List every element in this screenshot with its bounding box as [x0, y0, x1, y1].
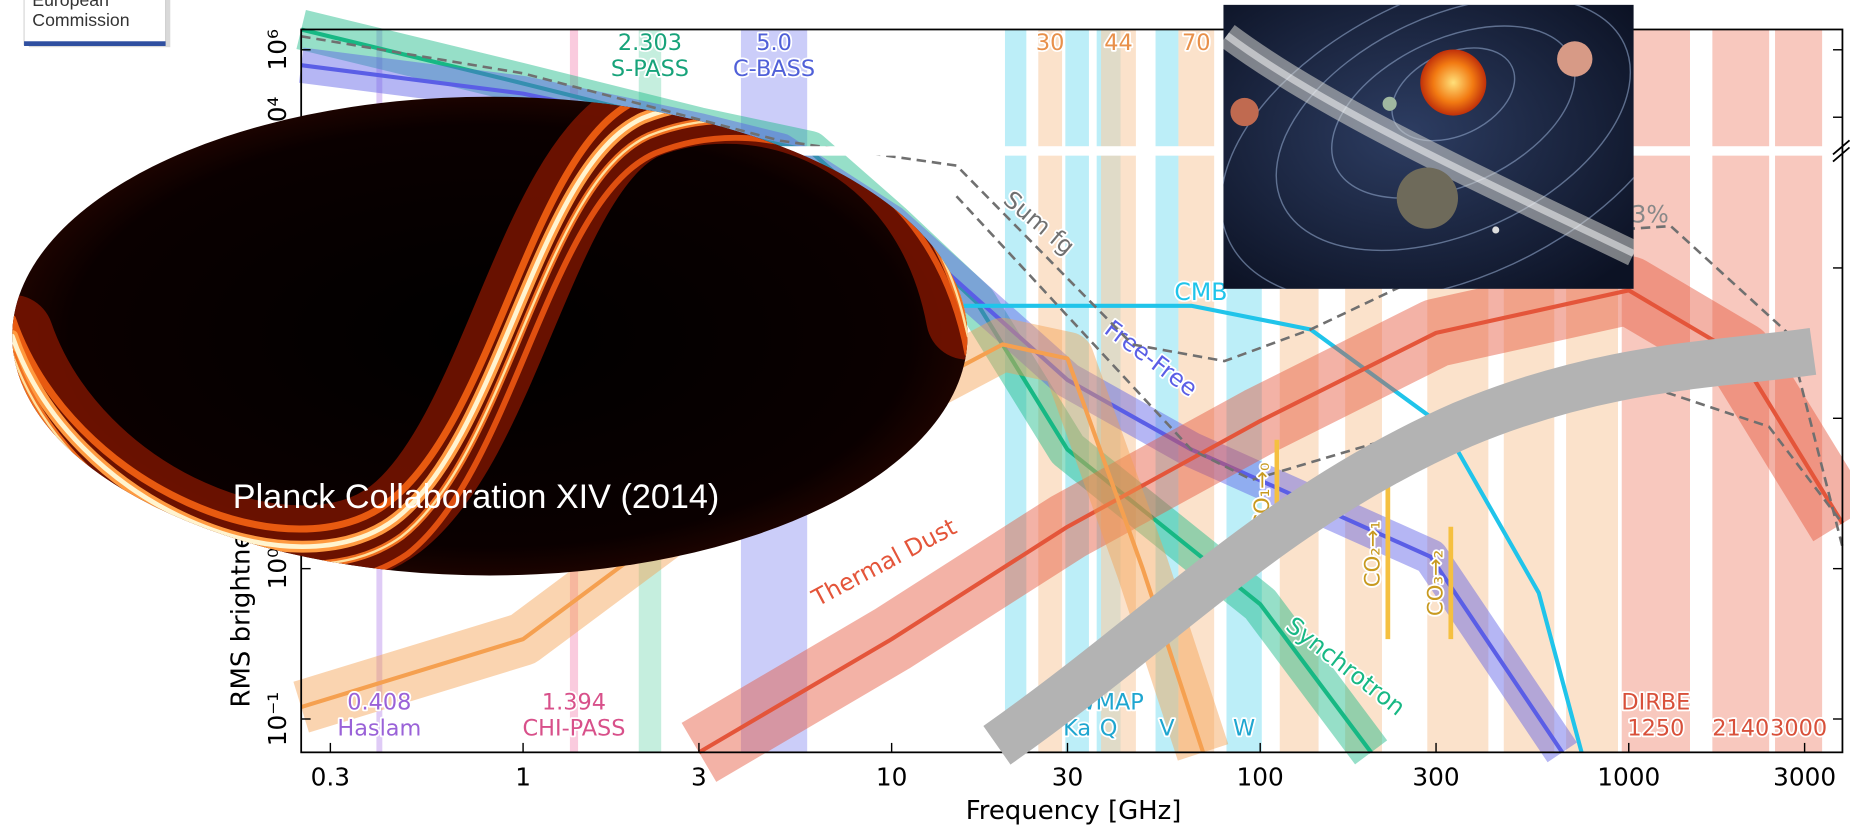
- logo-bar: [24, 41, 166, 46]
- band-label: S-PASS: [611, 56, 689, 82]
- band-label: 1250: [1627, 715, 1684, 741]
- annotation: 3%: [1631, 200, 1668, 228]
- band-label: V: [1159, 715, 1175, 741]
- overlay-caption: Planck Collaboration XIV (2014): [233, 478, 720, 516]
- axis-break-gap: [301, 146, 1843, 156]
- logo-text: Commission: [32, 10, 129, 30]
- series-line: [300, 35, 1844, 548]
- band-label: DIRBE: [1621, 689, 1690, 715]
- y-tick-label: 10⁶: [263, 29, 292, 70]
- band-label: 3000: [1770, 715, 1827, 741]
- band-label: 0.408: [347, 689, 411, 715]
- band-label: Haslam: [337, 715, 421, 741]
- logo: European Commission: [23, 0, 171, 48]
- y-tick-label: 10⁰: [263, 548, 292, 589]
- band-label: 2.303: [618, 30, 682, 56]
- frequency-band: [1004, 29, 1027, 753]
- band-label: 1.394: [542, 689, 606, 715]
- logo-text: European: [32, 0, 109, 10]
- y-tick-label: 10⁻¹: [263, 692, 292, 746]
- x-axis-label: Frequency [GHz]: [966, 796, 1182, 826]
- x-tick-label: 0.3: [311, 762, 350, 791]
- frequency-band: [1038, 29, 1063, 753]
- series-label: CMB: [1174, 278, 1227, 306]
- band-label: 2140: [1712, 715, 1769, 741]
- band-label: Q: [1100, 715, 1118, 741]
- gray-overlay-band: [983, 328, 1817, 765]
- band-label: W: [1233, 715, 1255, 741]
- spectral-line-label: CO₂→₁: [1361, 521, 1386, 587]
- axis-break-mark: [1832, 139, 1850, 163]
- x-tick-label: 300: [1412, 762, 1459, 791]
- x-tick-label: 100: [1237, 762, 1284, 791]
- band-label: 30: [1036, 30, 1065, 56]
- band-label: 70: [1182, 30, 1211, 56]
- band-label: 44: [1104, 30, 1133, 56]
- band-label: CHI-PASS: [523, 715, 626, 741]
- x-tick-label: 1: [515, 762, 531, 791]
- x-tick-label: 30: [1052, 762, 1084, 791]
- series-line: [300, 342, 1206, 753]
- band-label: C-BASS: [733, 56, 815, 82]
- solar-system-image: [1223, 4, 1634, 289]
- band-label: 5.0: [756, 30, 792, 56]
- x-tick-label: 10: [876, 762, 907, 791]
- spectral-line-label: CO₃→₂: [1424, 550, 1449, 616]
- frequency-band: [1155, 29, 1179, 753]
- x-tick-label: 3: [691, 762, 707, 791]
- x-tick-label: 3000: [1773, 762, 1836, 791]
- x-tick-label: 1000: [1597, 762, 1660, 791]
